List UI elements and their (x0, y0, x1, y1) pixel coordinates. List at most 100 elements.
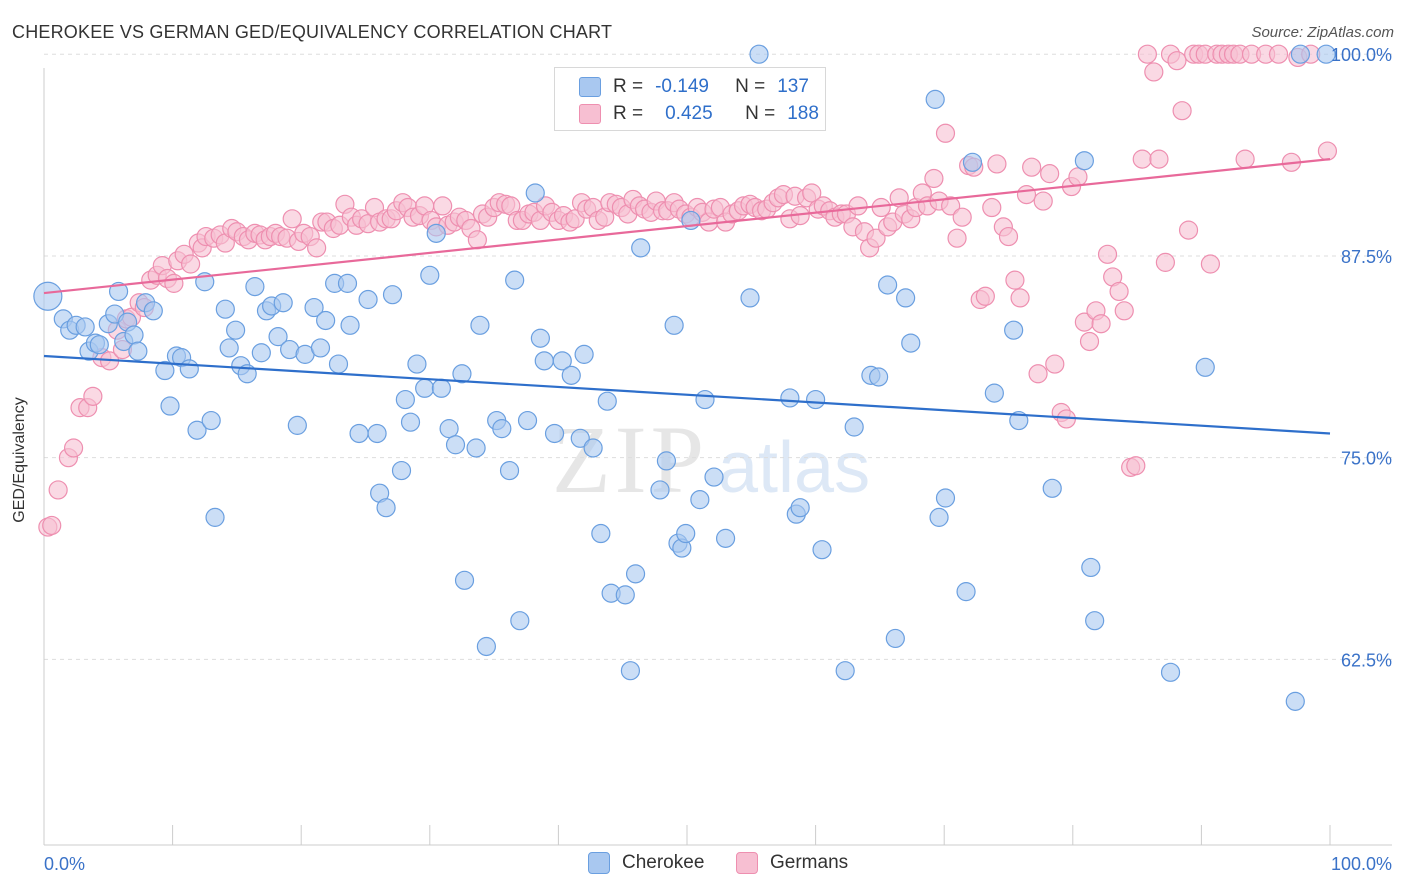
watermark: ZIP atlas (552, 406, 870, 513)
cherokee-point (215, 299, 235, 319)
cherokee-point (155, 360, 175, 381)
cherokee-point (340, 315, 360, 335)
cherokee-point (935, 488, 956, 508)
watermark-atlas: atlas (718, 428, 870, 508)
cherokee-points (33, 44, 1336, 711)
germans-point (1155, 252, 1175, 272)
cherokee-point (75, 317, 95, 337)
cherokee-point (544, 423, 565, 444)
cherokee-point (525, 183, 545, 203)
cherokee-point (492, 419, 512, 439)
cherokee-point (929, 507, 949, 527)
germans-point (924, 168, 944, 189)
cherokee-point (597, 391, 617, 411)
germans-point (947, 228, 967, 248)
cherokee-point (570, 428, 590, 448)
cherokee-point (956, 582, 976, 602)
cherokee-point (583, 438, 603, 458)
bottom-legend-label-germans: Germans (770, 852, 849, 873)
legend-r-label: R = (613, 76, 644, 97)
germans-point (1235, 149, 1255, 169)
cherokee-point (517, 410, 538, 431)
germans-point (1178, 220, 1199, 240)
germans-point (998, 226, 1019, 247)
cherokee-point (664, 315, 684, 335)
cherokee-point (160, 396, 180, 416)
cherokee-point (749, 44, 769, 64)
cherokee-point (445, 435, 466, 455)
cherokee-point (790, 498, 810, 518)
cherokee-point (574, 344, 594, 364)
cherokee-point (625, 564, 646, 584)
germans-point (1022, 157, 1042, 177)
cherokee-point (316, 310, 336, 331)
chart-source: Source: ZipAtlas.com (1251, 24, 1394, 41)
cherokee-point (615, 585, 635, 605)
germans-point (467, 230, 487, 250)
cherokee-point (534, 351, 554, 371)
cherokee-point (273, 293, 293, 313)
cherokee-point (1042, 478, 1062, 498)
axes (43, 68, 1392, 846)
cherokee-point (805, 389, 826, 410)
cherokee-point (1085, 611, 1105, 631)
germans-point (987, 154, 1007, 174)
cherokee-point (690, 490, 710, 510)
cherokee-trend-line (43, 354, 1331, 435)
legend-n-label: N = (735, 76, 766, 97)
cherokee-point (591, 523, 611, 544)
cherokee-point (349, 423, 369, 444)
cherokee-point (835, 661, 855, 681)
germans-point (1010, 288, 1030, 308)
germans-point (1045, 354, 1065, 374)
germans-point (1137, 44, 1157, 64)
germans-point (1317, 141, 1338, 161)
cherokee-point (187, 420, 207, 440)
trend-lines (43, 158, 1331, 435)
cherokee-point (382, 285, 403, 305)
cherokee-point (470, 315, 490, 335)
cherokee-point (552, 351, 572, 371)
y-tick-label: 87.5% (1341, 247, 1392, 267)
germans-point (866, 228, 886, 248)
bottom-legend-swatch-cherokee (588, 852, 610, 874)
cherokee-point (201, 410, 221, 431)
germans-trend-line (43, 158, 1331, 295)
germans-point (1149, 149, 1169, 169)
chart-title: CHEROKEE VS GERMAN GED/EQUIVALENCY CORRE… (12, 22, 613, 42)
cherokee-point (1081, 557, 1101, 578)
y-tick-label: 62.5% (1341, 650, 1392, 670)
germans-point (1132, 149, 1152, 169)
bottom-legend-swatch-germans (736, 852, 758, 874)
cherokee-point (367, 423, 387, 444)
legend-r-value-germans: 0.425 (665, 103, 713, 124)
germans-point (1068, 167, 1088, 187)
germans-point (83, 386, 103, 406)
cherokee-point (505, 270, 525, 290)
cherokee-point (310, 338, 331, 358)
germans-point (1097, 244, 1118, 264)
bottom-legend-germans: Germans (736, 852, 848, 874)
germans-point (181, 254, 201, 274)
germans-point (42, 515, 62, 536)
legend-swatch-germans (579, 104, 601, 124)
cherokee-point (1160, 662, 1181, 682)
germans-point (1091, 314, 1111, 334)
x-tick-label-min: 0.0% (44, 854, 85, 874)
cherokee-point (885, 628, 905, 649)
cherokee-point (740, 288, 760, 308)
legend-n-value-germans: 188 (787, 103, 819, 124)
germans-point (1005, 270, 1025, 290)
cherokee-point (287, 415, 307, 435)
cherokee-point (304, 297, 324, 318)
cherokee-point (415, 378, 435, 398)
legend-n-value-cherokee: 137 (777, 76, 809, 97)
germans-point (1016, 185, 1037, 205)
germans-point (1200, 254, 1221, 274)
cherokee-point (499, 460, 520, 481)
cherokee-point (466, 438, 486, 458)
germans-point (1109, 281, 1129, 302)
watermark-zip: ZIP (552, 406, 708, 513)
cherokee-point (984, 383, 1004, 403)
cherokee-point (226, 320, 246, 340)
